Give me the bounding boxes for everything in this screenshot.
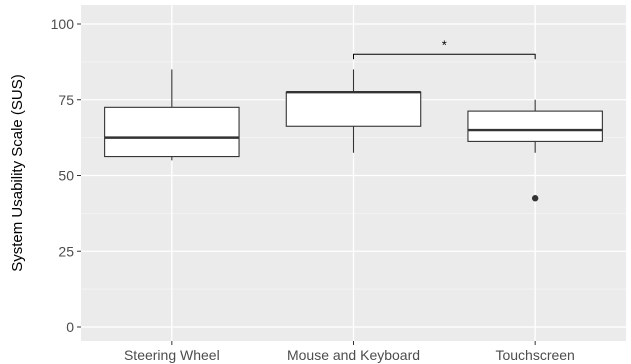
significance-layer: * [353, 37, 536, 60]
x-tick-label: Mouse and Keyboard [287, 347, 420, 363]
box-touchscreen [467, 99, 603, 202]
box-iqr [467, 110, 603, 142]
y-tick-label: 75 [58, 92, 74, 108]
x-axis: Steering Wheel Mouse and Keyboard Touchscr… [124, 341, 575, 363]
x-tick-label: Steering Wheel [124, 347, 220, 363]
y-tick-label: 100 [51, 16, 75, 32]
significance-label: * [442, 37, 447, 52]
y-tick-label: 50 [58, 168, 74, 184]
box-steering-wheel [104, 69, 240, 161]
y-axis: 0 25 50 75 100 [51, 16, 81, 335]
outlier-point [531, 195, 539, 202]
x-tick-label: Touchscreen [495, 347, 574, 363]
box-iqr [285, 91, 422, 127]
boxes-layer [104, 69, 603, 202]
y-axis-title: System Usability Scale (SUS) [9, 74, 26, 272]
y-tick-label: 25 [58, 243, 74, 259]
bracket-line [353, 53, 536, 60]
y-tick-label: 0 [66, 319, 74, 335]
significance-bracket: * [353, 37, 536, 60]
box-mouse-and-keyboard [285, 69, 422, 153]
box-iqr [104, 106, 240, 158]
